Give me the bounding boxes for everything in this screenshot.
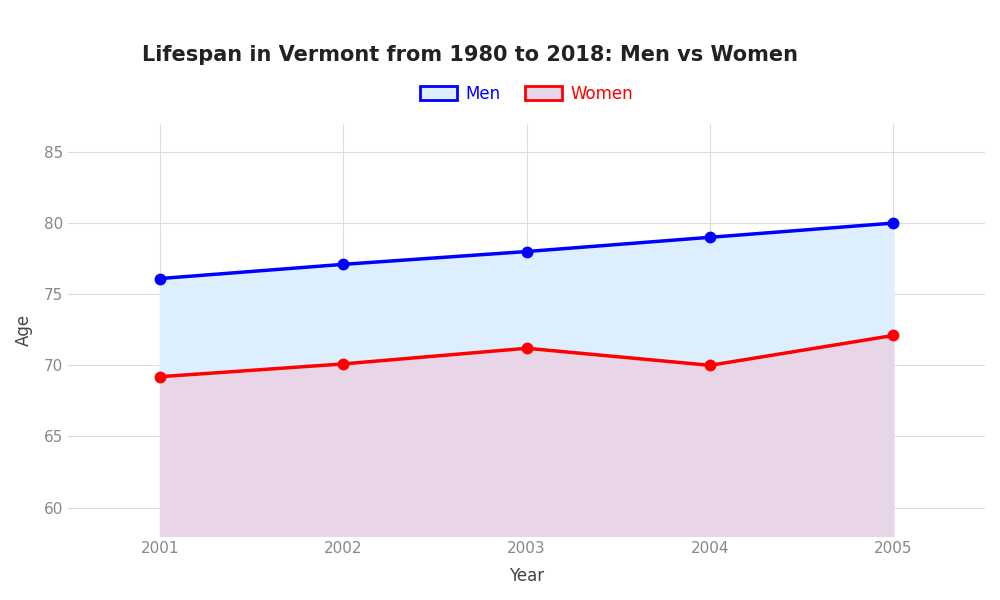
Y-axis label: Age: Age <box>15 314 33 346</box>
X-axis label: Year: Year <box>509 567 544 585</box>
Legend: Men, Women: Men, Women <box>414 78 640 110</box>
Text: Lifespan in Vermont from 1980 to 2018: Men vs Women: Lifespan in Vermont from 1980 to 2018: M… <box>142 45 798 65</box>
